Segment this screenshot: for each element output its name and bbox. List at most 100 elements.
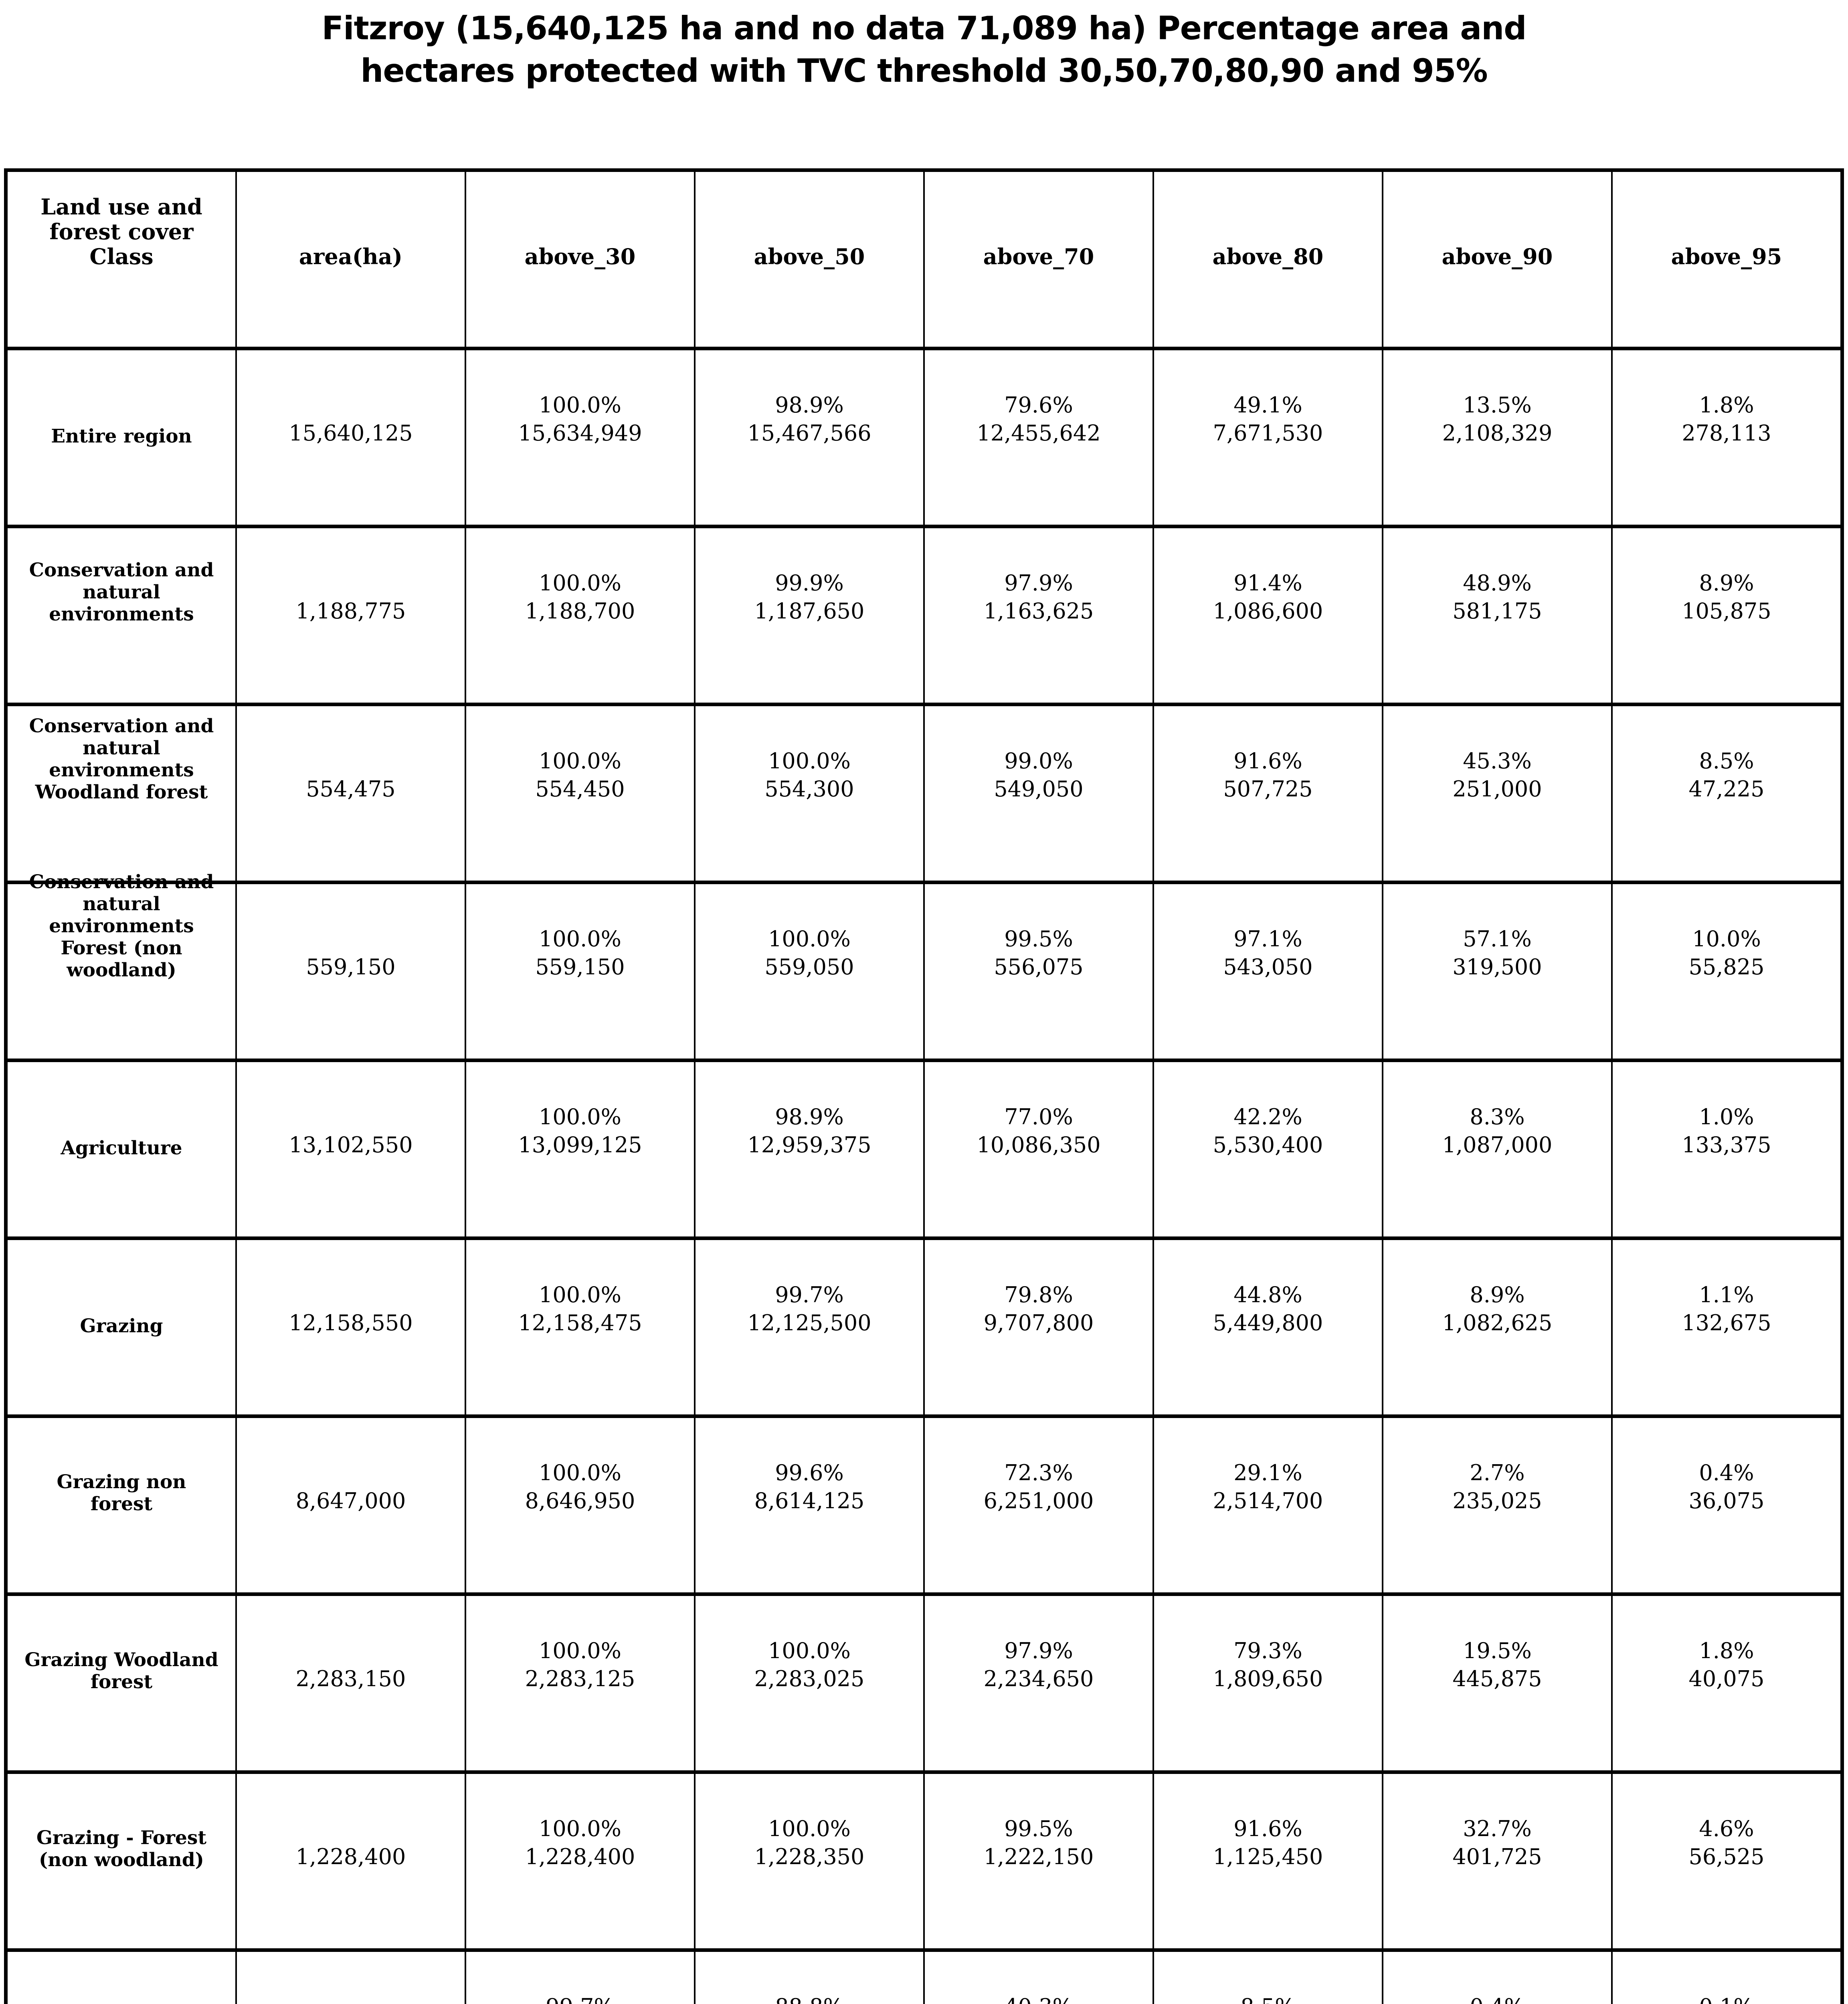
percent-value: 99.9% [775, 570, 844, 596]
hectares-value: 12,455,642 [977, 420, 1101, 446]
hectares-value: 8,614,125 [754, 1488, 865, 1513]
value-cell: 8.5% 47,225 [1611, 703, 1843, 884]
percent-value: 100.0% [768, 926, 851, 951]
value-cell: 100.0% 8,646,950 [464, 1414, 696, 1596]
value-cell: 10.0% 55,825 [1611, 881, 1843, 1062]
value-cell: 32.7% 401,725 [1381, 1770, 1613, 1952]
label-cell: Agriculture [5, 1059, 237, 1240]
percent-value: 100.0% [539, 748, 621, 774]
hectares-value: 13,099,125 [518, 1132, 642, 1158]
percent-value: 97.9% [1004, 570, 1073, 596]
value-cell: 4.6% 56,525 [1611, 1770, 1843, 1952]
value-cell: 72.3% 6,251,000 [923, 1414, 1154, 1596]
percent-value: 72.3% [1004, 1460, 1073, 1485]
column-header-3: above_50 [694, 168, 925, 350]
table-row: Grazing non forest 8,647,000 100.0% 8,646,9… [5, 1414, 1843, 1596]
hectares-value: 251,000 [1452, 776, 1542, 802]
value-cell: 100.0% 554,300 [694, 703, 925, 884]
hectares-value: 1,222,150 [983, 1844, 1094, 1869]
percent-value: 91.6% [1233, 1816, 1302, 1841]
hectares-value: 1,228,400 [525, 1844, 635, 1869]
percent-value: 0.4% [1470, 1993, 1524, 2004]
hectares-value: 5,449,800 [1213, 1310, 1323, 1335]
page-title: Fitzroy (15,640,125 ha and no data 71,08… [0, 7, 1848, 92]
table-body: Entire region 15,640,125 100.0% 15,634,949 9… [5, 347, 1843, 2004]
column-header-0: Land use and forest cover Class [5, 168, 237, 350]
column-header-2: above_30 [464, 168, 696, 350]
hectares-value: 1,228,350 [754, 1844, 865, 1869]
value-cell: 57.1% 319,500 [1381, 881, 1613, 1062]
value-cell: 42.2% 5,530,400 [1152, 1059, 1383, 1240]
area-cell: 1,188,775 [235, 525, 466, 706]
value-cell: 97.9% 1,163,625 [923, 525, 1154, 706]
percent-value: 100.0% [539, 392, 621, 418]
column-header-label: Land use and forest cover Class [40, 194, 202, 269]
table-row: Cropping812,82599.7%810,07588.8%721,5504… [5, 1948, 1843, 2004]
value-cell: 44.8% 5,449,800 [1152, 1236, 1383, 1418]
column-header-label: above_95 [1671, 244, 1782, 269]
percent-value: 100.0% [539, 1460, 621, 1485]
label-cell: Conservation and natural environments [5, 525, 237, 706]
percent-value: 1.0% [1699, 1104, 1754, 1129]
column-header-5: above_80 [1152, 168, 1383, 350]
hectares-value: 10,086,350 [977, 1132, 1101, 1158]
percent-value: 8.9% [1699, 570, 1754, 596]
table-row: Grazing - Forest (non woodland) 1,228,400… [5, 1770, 1843, 1952]
percent-value: 100.0% [768, 1816, 851, 1841]
area-value: 13,102,550 [289, 1132, 413, 1158]
percent-value: 2.7% [1470, 1460, 1525, 1485]
percent-value: 100.0% [539, 926, 621, 951]
hectares-value: 1,188,700 [525, 598, 635, 624]
value-cell: 100.0% 1,228,350 [694, 1770, 925, 1952]
row-label: Grazing Woodland forest [24, 1648, 218, 1693]
percent-value: 100.0% [539, 570, 621, 596]
hectares-value: 1,163,625 [983, 598, 1094, 624]
value-cell: 100.0% 554,450 [464, 703, 696, 884]
percent-value: 79.3% [1233, 1638, 1302, 1663]
value-cell: 79.6% 12,455,642 [923, 347, 1154, 528]
percent-value: 77.0% [1004, 1104, 1073, 1129]
hectares-value: 235,025 [1452, 1488, 1542, 1513]
percent-value: 100.0% [768, 1638, 851, 1663]
percent-value: 0.4% [1699, 1460, 1754, 1485]
hectares-value: 9,707,800 [983, 1310, 1094, 1335]
table-row: Agriculture 13,102,550 100.0% 13,099,125 98.… [5, 1059, 1843, 1240]
percent-value: 91.4% [1233, 570, 1302, 596]
hectares-value: 8,646,950 [525, 1488, 635, 1513]
value-cell: 99.5% 1,222,150 [923, 1770, 1154, 1952]
percent-value: 97.1% [1233, 926, 1302, 951]
percent-value: 88.8% [775, 1993, 844, 2004]
column-header-label: above_90 [1442, 244, 1553, 269]
hectares-value: 133,375 [1682, 1132, 1771, 1158]
area-value: 559,150 [306, 954, 396, 980]
column-header-6: above_90 [1381, 168, 1613, 350]
label-cell: Grazing [5, 1236, 237, 1418]
table-row: Conservation and natural environments Wo… [5, 703, 1843, 884]
value-cell: 1.0% 133,375 [1611, 1059, 1843, 1240]
percent-value: 99.7% [775, 1282, 844, 1307]
hectares-value: 319,500 [1452, 954, 1542, 980]
table-row: Grazing Woodland forest 2,283,150 100.0% 2,… [5, 1592, 1843, 1774]
hectares-value: 554,450 [535, 776, 625, 802]
percent-value: 40.3% [1004, 1993, 1073, 2004]
table-header: Land use and forest cover Class area(ha) a… [5, 168, 1843, 350]
table-row: Grazing 12,158,550 100.0% 12,158,475 99.7% 12… [5, 1236, 1843, 1418]
value-cell: 8.9% 1,082,625 [1381, 1236, 1613, 1418]
hectares-value: 1,187,650 [754, 598, 865, 624]
hectares-value: 47,225 [1688, 776, 1765, 802]
area-value: 15,640,125 [289, 420, 413, 446]
area-value: 1,228,400 [295, 1844, 406, 1869]
value-cell: 99.7%810,075 [464, 1948, 696, 2004]
percent-value: 1.1% [1699, 1282, 1754, 1307]
value-cell: 99.6% 8,614,125 [694, 1414, 925, 1596]
column-header-7: above_95 [1611, 168, 1843, 350]
percent-value: 8.9% [1470, 1282, 1525, 1307]
value-cell: 98.9% 15,467,566 [694, 347, 925, 528]
value-cell: 8.3% 1,087,000 [1381, 1059, 1613, 1240]
percent-value: 19.5% [1463, 1638, 1532, 1663]
hectares-value: 105,875 [1682, 598, 1771, 624]
value-cell: 40.3%327,425 [923, 1948, 1154, 2004]
area-cell: 2,283,150 [235, 1592, 466, 1774]
value-cell: 2.7% 235,025 [1381, 1414, 1613, 1596]
